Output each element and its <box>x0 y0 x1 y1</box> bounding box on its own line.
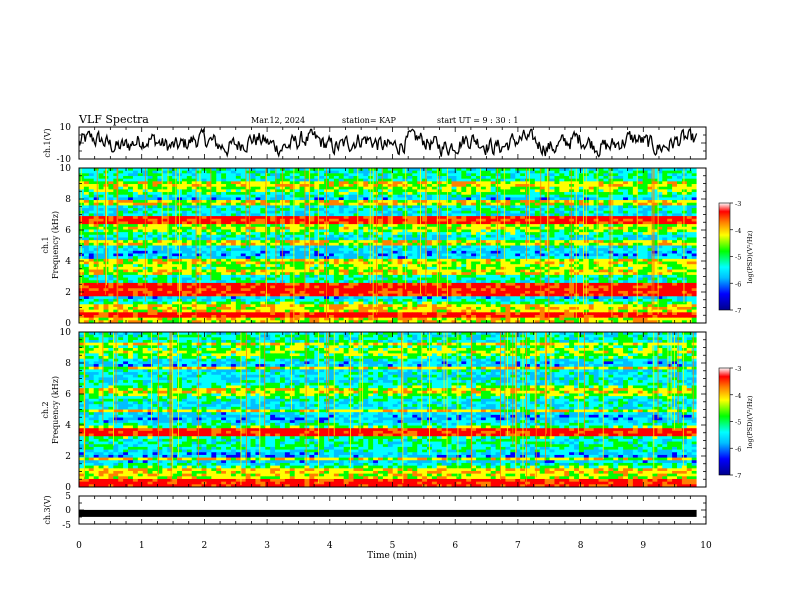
time-tick-5: 5 <box>390 541 396 551</box>
ch2-spectrogram-panel: 10 8 6 4 2 0 ch.2 Frequency (kHz) <box>41 328 707 493</box>
ch2-frequency-tick-labels: 10 8 6 4 2 0 <box>60 328 72 493</box>
ch2-colorbar-gradient <box>718 367 731 476</box>
ch2-freq-ytick-4: 4 <box>65 421 71 431</box>
time-tick-6: 6 <box>452 541 458 551</box>
ch3-ytick-bottom: -5 <box>62 521 71 531</box>
ch3-signal-panel: 5 0 -5 ch.3(V) <box>43 492 707 531</box>
ch1-colorbar-label: log(PSD)(V²/Hz) <box>746 230 754 283</box>
ch2-cb-tick--7: -7 <box>735 472 741 480</box>
ch1-spectrogram-ticks <box>78 167 707 324</box>
time-tick-8: 8 <box>578 541 584 551</box>
start-ut-label: start UT = 9 : 30 : 1 <box>437 116 518 125</box>
ch1-colorbar-ticks: -3 -4 -5 -6 -7 <box>730 200 741 315</box>
ch2-cb-tick--5: -5 <box>735 419 741 427</box>
ch2-ylabel-frequency: Frequency (kHz) <box>51 376 60 444</box>
ch1-waveform-line <box>78 127 698 158</box>
ch1-cb-tick--3: -3 <box>735 200 741 208</box>
ch2-freq-ytick-0: 0 <box>65 483 71 493</box>
station-label: station= KAP <box>342 116 397 125</box>
ch2-colorbar-label: log(PSD)(V²/Hz) <box>746 395 754 448</box>
ch2-colorbar: -3 -4 -5 -6 -7 log(PSD)(V²/Hz) <box>718 365 754 480</box>
ch1-ylabel-channel: ch.1 <box>41 236 50 253</box>
ch1-freq-ytick-10: 10 <box>60 164 72 174</box>
ch1-ylabel: ch.1(V) <box>43 128 52 157</box>
date-label: Mar.12, 2024 <box>251 116 305 125</box>
ch2-ylabel-channel: ch.2 <box>41 401 50 418</box>
time-tick-9: 9 <box>640 541 646 551</box>
ch2-freq-ytick-8: 8 <box>65 359 71 369</box>
ch1-spectrogram-panel: 10 8 6 4 2 0 ch.1 Frequency (kHz) <box>41 164 707 329</box>
ch1-colorbar: -3 -4 -5 -6 -7 log(PSD)(V²/Hz) <box>718 200 754 315</box>
ch2-colorbar-ticks: -3 -4 -5 -6 -7 <box>730 365 741 480</box>
time-tick-0: 0 <box>76 541 82 551</box>
ch1-cb-tick--6: -6 <box>735 280 741 288</box>
ch1-waveform-ticks <box>78 126 707 160</box>
ch1-waveform-panel: 10 -10 ch.1(V) <box>43 123 707 165</box>
ch2-freq-ytick-2: 2 <box>65 452 71 462</box>
ch2-cb-tick--3: -3 <box>735 365 741 373</box>
ch3-ylabel: ch.3(V) <box>43 495 52 524</box>
ch1-freq-ytick-4: 4 <box>65 257 71 267</box>
ch2-spectrogram-image <box>79 332 706 488</box>
ch1-freq-ytick-6: 6 <box>65 226 71 236</box>
ch1-ytick-top: 10 <box>60 123 72 133</box>
ch2-cb-tick--4: -4 <box>735 392 741 400</box>
ch3-signal-line <box>79 509 697 517</box>
time-tick-4: 4 <box>327 541 333 551</box>
time-tick-2: 2 <box>202 541 208 551</box>
ch1-freq-ytick-0: 0 <box>65 319 71 329</box>
time-axis-label: Time (min) <box>367 550 417 561</box>
time-tick-3: 3 <box>264 541 270 551</box>
ch1-freq-ytick-8: 8 <box>65 195 71 205</box>
time-axis-tick-labels: 0 1 2 3 4 5 6 7 8 9 10 <box>76 541 712 551</box>
ch1-frequency-tick-labels: 10 8 6 4 2 0 <box>60 164 72 329</box>
ch2-spectrogram-ticks <box>78 331 707 488</box>
ch1-ylabel-frequency: Frequency (kHz) <box>51 211 60 279</box>
ch1-cb-tick--4: -4 <box>735 227 741 235</box>
ch2-cb-tick--6: -6 <box>735 445 741 453</box>
ch1-cb-tick--5: -5 <box>735 254 741 262</box>
ch1-freq-ytick-2: 2 <box>65 288 71 298</box>
ch1-cb-tick--7: -7 <box>735 307 741 315</box>
ch1-spectrogram-image <box>79 168 706 324</box>
time-tick-10: 10 <box>700 541 712 551</box>
ch1-ytick-bottom: -10 <box>57 155 72 165</box>
ch3-ytick-mid: 0 <box>65 506 71 516</box>
time-tick-7: 7 <box>515 541 521 551</box>
ch2-freq-ytick-6: 6 <box>65 390 71 400</box>
ch2-freq-ytick-10: 10 <box>60 328 72 338</box>
figure-title: VLF Spectra <box>78 113 149 126</box>
time-tick-1: 1 <box>139 541 145 551</box>
ch1-colorbar-gradient <box>718 202 731 311</box>
ch3-ytick-top: 5 <box>65 492 71 502</box>
ch3-signal-ticks <box>78 495 707 525</box>
